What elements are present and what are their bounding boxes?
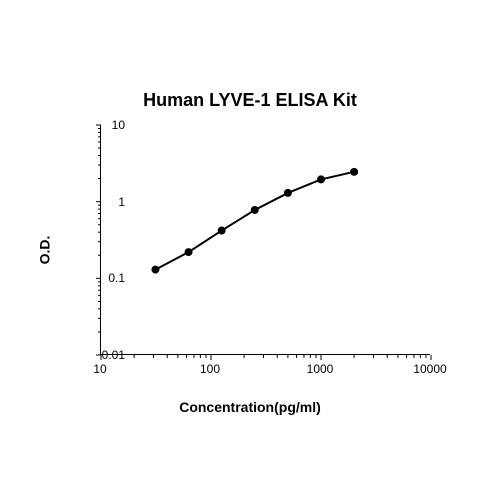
chart-container: Human LYVE-1 ELISA Kit O.D. Concentratio… xyxy=(40,90,460,410)
data-marker xyxy=(218,227,226,235)
data-marker xyxy=(317,175,325,183)
chart-title: Human LYVE-1 ELISA Kit xyxy=(40,90,460,111)
y-tick-label: 1 xyxy=(118,195,125,209)
chart-svg xyxy=(101,125,430,354)
x-tick-label: 10 xyxy=(93,362,106,376)
x-tick-label: 10000 xyxy=(413,362,446,376)
y-tick-label: 0.1 xyxy=(108,271,125,285)
data-marker xyxy=(284,189,292,197)
data-marker xyxy=(251,206,259,214)
data-marker xyxy=(151,266,159,274)
x-tick-label: 1000 xyxy=(307,362,334,376)
data-marker xyxy=(185,248,193,256)
y-axis-label: O.D. xyxy=(36,236,52,265)
x-axis-label: Concentration(pg/ml) xyxy=(40,399,460,415)
plot-area xyxy=(100,125,430,355)
y-tick-label: 10 xyxy=(112,118,125,132)
data-marker xyxy=(350,168,358,176)
x-tick-label: 100 xyxy=(200,362,220,376)
data-line xyxy=(155,172,354,270)
y-tick-label: 0.01 xyxy=(102,348,125,362)
